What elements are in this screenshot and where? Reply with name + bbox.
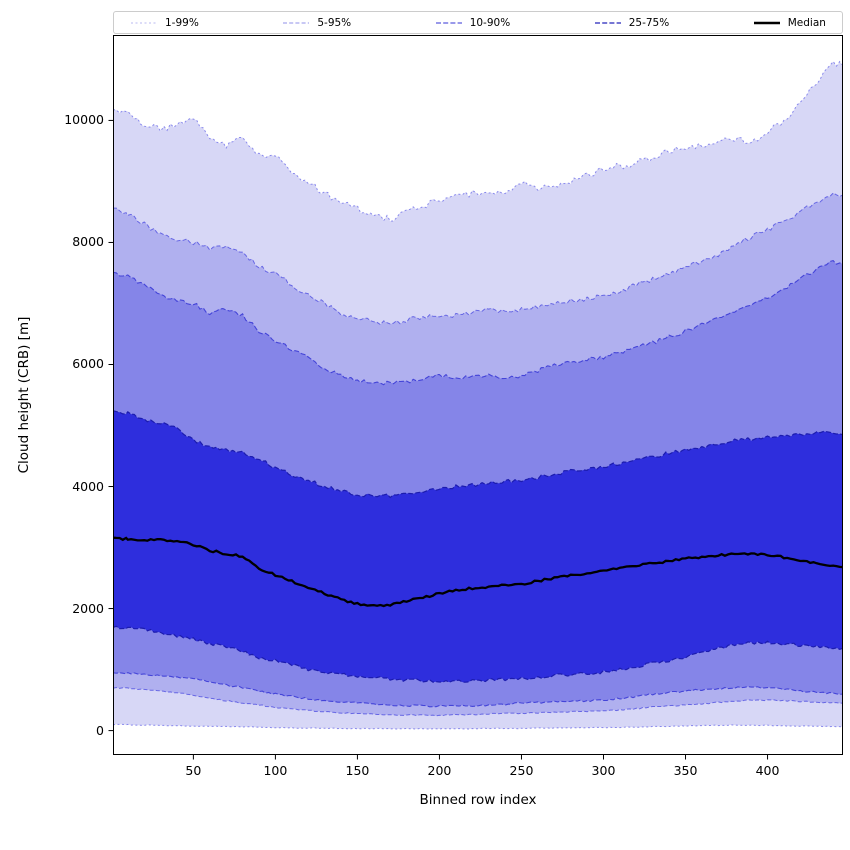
legend-line-sample-icon [131,21,157,24]
percentile-line-p05 [113,686,843,717]
legend-entry-1-99%: 1-99% [130,17,199,29]
legend-entry-25-75%: 25-75% [594,16,670,29]
x-axis-label: Binned row index [419,792,537,808]
x-tick-label: 400 [755,763,780,778]
y-tick-label: 2000 [72,600,104,616]
percentile-line-p90 [113,259,843,386]
y-tick-label: 10000 [64,112,104,128]
y-tick-label: 8000 [72,234,104,250]
y-tick-label: 4000 [72,478,104,494]
legend-line-sample-icon [594,21,621,24]
band-edges-group [113,60,843,730]
percentile-line-p25 [113,625,843,683]
x-tick-label: 100 [263,763,288,778]
legend-label: 25-75% [628,16,670,29]
legend-line-sample-icon [283,21,310,24]
x-tick-label: 50 [185,763,202,778]
legend-line-sample-icon [753,21,780,24]
median-line [113,536,843,608]
percentile-line-p01 [113,723,843,730]
legend-label: Median [787,16,826,29]
legend-label: 10-90% [469,16,511,29]
legend-entry-10-90%: 10-90% [435,16,511,29]
y-tick-label: 6000 [72,356,104,372]
percentile-line-p95 [113,192,843,326]
y-tick-label: 0 [96,722,104,738]
percentile-line-p99 [113,60,843,222]
legend-line-sample-icon [435,21,462,24]
legend-label: 5-95% [317,16,352,29]
band-25-75% [113,410,843,683]
bands-group [113,61,843,730]
percentile-line-p10 [113,671,843,708]
x-tick-label: 250 [509,763,534,778]
percentile-band-plot [108,35,843,760]
x-tick-label: 300 [591,763,616,778]
x-tick-label: 350 [673,763,698,778]
legend-entry-5-95%: 5-95% [282,17,351,29]
legend-label: 1-99% [165,16,199,29]
percentile-line-p75 [113,410,843,499]
x-tick-label: 150 [345,763,370,778]
axes-frame [113,35,843,755]
legend: 1-99% 5-95% 10-90% 25-75% Median [113,11,843,34]
legend-entry-Median: Median [753,17,826,29]
x-tick-label: 200 [427,763,452,778]
y-axis-label: Cloud height (CRB) [m] [16,316,32,474]
